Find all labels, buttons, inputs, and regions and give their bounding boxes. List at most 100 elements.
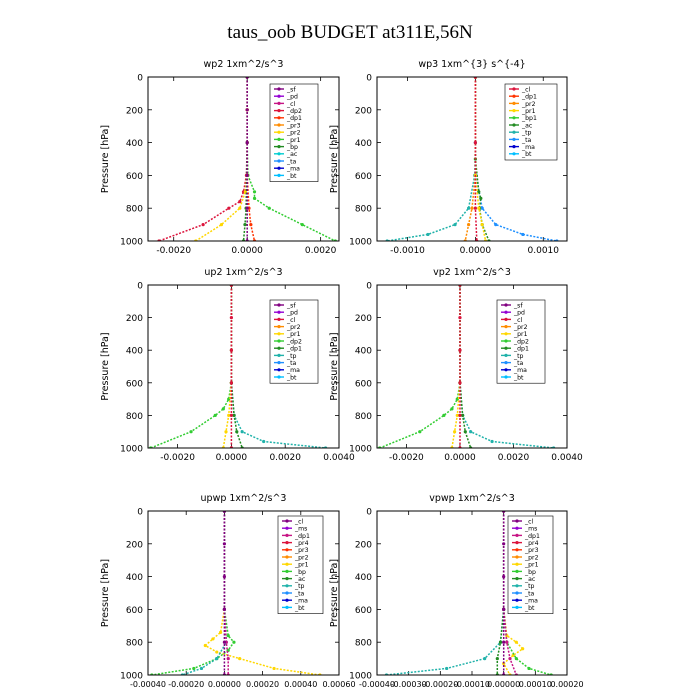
- series-point: [232, 640, 236, 644]
- x-tick-label: -0.00040: [359, 680, 395, 689]
- legend-entry: _sf: [513, 302, 523, 309]
- series-point: [300, 223, 304, 227]
- legend-entry: _dp1: [513, 346, 529, 353]
- y-tick-label: 800: [355, 205, 372, 215]
- plot-frame: [147, 510, 340, 676]
- series-line-ac: [474, 77, 490, 241]
- legend-marker: [285, 598, 289, 602]
- series-point: [477, 190, 481, 194]
- legend: _cl_ms_dp1_pr4_pr3_pr2_pr1_bp_ac_tp_ta_m…: [507, 515, 554, 614]
- series-point: [467, 206, 471, 210]
- series-point: [470, 206, 474, 210]
- legend-marker: [277, 94, 281, 98]
- legend-marker: [512, 87, 516, 91]
- series-group: [384, 511, 553, 675]
- series-point: [226, 634, 230, 638]
- series-line-dp1: [459, 285, 472, 448]
- x-tick-label: 0.00040: [284, 680, 317, 689]
- series-point: [245, 173, 249, 177]
- legend-entry: _pr3: [294, 547, 309, 554]
- x-tick-label: 0.00010: [519, 680, 552, 689]
- series-point: [480, 206, 484, 210]
- legend-entry: _ta: [513, 360, 524, 367]
- x-tick-label: 0.0010: [528, 246, 560, 256]
- x-tick-label: 0.0040: [551, 453, 583, 463]
- legend-entry: _bp: [524, 569, 536, 576]
- legend-marker: [512, 116, 516, 120]
- series-point: [483, 657, 487, 661]
- legend: _cl_ms_dp1_pr4_pr3_pr2_pr1_bp_ac_tp_ta_m…: [277, 515, 324, 614]
- series-point: [226, 657, 230, 661]
- series-point: [262, 439, 266, 444]
- x-tick-label: 0.0000: [216, 453, 248, 463]
- legend-marker: [285, 533, 289, 538]
- y-tick-label: 800: [355, 639, 372, 649]
- x-tick-label: -0.0010: [390, 246, 425, 256]
- series-line-tp: [387, 77, 477, 241]
- legend-entry: _ta: [286, 158, 297, 165]
- plot-frame: [376, 510, 568, 676]
- legend-entry: _pr1: [521, 108, 536, 115]
- y-tick-label: 600: [355, 606, 372, 616]
- legend-entry: _bt: [524, 605, 535, 612]
- series-point: [272, 666, 276, 671]
- y-tick-label: 400: [126, 347, 143, 357]
- legend-marker: [277, 332, 281, 336]
- x-tick-label: 0.00020: [550, 680, 583, 689]
- legend-marker: [512, 130, 516, 134]
- legend-marker: [285, 548, 289, 552]
- series-group: [149, 285, 328, 448]
- subplot-4: vp2 1xm^2/s^3 Pressure [hPa] 0 200 400 600 800…: [329, 267, 583, 463]
- legend-entry: _bt: [286, 173, 297, 180]
- legend-marker: [504, 310, 508, 314]
- series-point: [514, 640, 518, 644]
- series-point: [473, 206, 477, 210]
- x-tick-label: -0.00040: [130, 680, 166, 689]
- legend-marker: [277, 368, 281, 372]
- series-point: [527, 666, 531, 671]
- series-point: [521, 647, 525, 651]
- legend-entry: _ac: [286, 151, 298, 158]
- series-point: [267, 206, 271, 210]
- series-point: [473, 141, 477, 145]
- series-point: [203, 643, 207, 648]
- x-tick-label: 0.0000: [460, 246, 492, 256]
- series-point: [477, 206, 481, 210]
- series-point: [450, 407, 454, 411]
- series-point: [514, 657, 518, 661]
- series-point: [245, 141, 249, 145]
- legend-entry: _dp2: [513, 338, 529, 345]
- legend-entry: _dp1: [286, 346, 302, 353]
- x-tick-label: 0.00060: [322, 680, 355, 689]
- series-line-dp2: [158, 77, 248, 241]
- subplot-3: up2 1xm^2/s^3 Pressure [hPa] 0 200 400 600 800…: [100, 267, 355, 463]
- x-tick-label: 0.0000: [231, 246, 263, 256]
- legend-marker: [277, 310, 281, 314]
- legend-marker: [504, 368, 508, 372]
- subplot-2: wp3 1xm^{3} s^{-4} Pressure [hPa] 0 200 400 6…: [329, 59, 568, 256]
- legend-marker: [512, 152, 516, 156]
- series-point: [238, 206, 242, 210]
- legend-entry: _ms: [294, 526, 307, 533]
- y-tick-label: 600: [355, 172, 372, 182]
- y-tick-label: 800: [126, 412, 143, 422]
- legend-marker: [277, 166, 281, 170]
- series-point: [219, 223, 224, 227]
- y-tick-label: 600: [126, 379, 143, 389]
- legend-entry: _pd: [286, 310, 298, 317]
- series-line-dp1: [230, 285, 243, 448]
- legend-entry: _bp: [286, 144, 298, 151]
- x-tick-label: 0.00000: [487, 680, 520, 689]
- series-point: [232, 413, 236, 417]
- legend-entry: _pr3: [524, 547, 539, 554]
- series-point: [490, 439, 494, 444]
- legend: _sf_pd_cl_pr2_pr1_dp2_dp1_tp_ta_ma_bt: [496, 299, 546, 384]
- y-axis-label: Pressure [hPa]: [100, 332, 111, 400]
- legend-marker: [277, 145, 281, 149]
- legend-marker: [504, 346, 508, 350]
- legend-marker: [504, 339, 508, 343]
- legend-marker: [515, 548, 519, 552]
- legend-entry: _pr4: [524, 540, 539, 547]
- x-tick-label: 0.0000: [444, 453, 476, 463]
